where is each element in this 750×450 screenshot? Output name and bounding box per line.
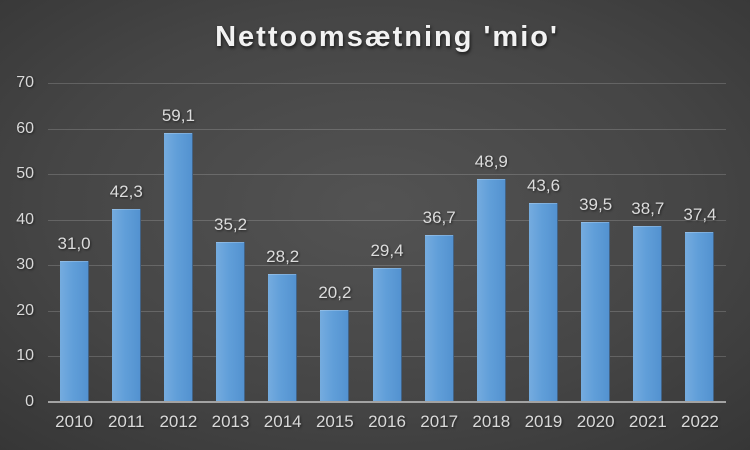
bar-series: 31,0 42,3 59,1 35,2 28,2 20,2 29,4 36,7 48,9 43,6… (48, 83, 726, 402)
bar-cell: 36,7 (413, 83, 465, 402)
bar (268, 273, 298, 402)
y-tick-label: 40 (16, 210, 34, 228)
x-axis: 2010 2011 2012 2013 2014 2015 2016 2017 2018 2019… (48, 412, 726, 432)
bar-value-label: 29,4 (370, 241, 404, 261)
bar-value-label: 35,2 (214, 214, 248, 234)
x-tick-label: 2011 (107, 412, 145, 431)
bar-value-label: 37,4 (683, 204, 717, 224)
bar-cell: 48,9 (465, 83, 517, 402)
bar (528, 203, 558, 402)
y-tick-label: 0 (25, 393, 34, 410)
bar-value-label: 43,6 (526, 176, 561, 196)
bar-value-label: 31,0 (57, 233, 91, 253)
bar (581, 222, 611, 402)
bar (111, 209, 141, 402)
y-tick-label: 30 (16, 256, 34, 274)
bar-cell: 37,4 (674, 83, 726, 402)
bar-value-label: 36,7 (422, 207, 456, 227)
x-tick-label: 2017 (420, 412, 459, 431)
x-tick-label: 2019 (524, 412, 563, 431)
bar (163, 132, 193, 402)
bar (372, 268, 402, 402)
bar (633, 225, 663, 402)
x-tick-label: 2020 (576, 412, 615, 431)
chart-title: Nettoomsætning 'mio' (215, 21, 559, 53)
bar (216, 241, 246, 402)
bar (685, 231, 715, 402)
bar-value-label: 48,9 (474, 152, 508, 172)
bar-cell: 39,5 (570, 83, 622, 402)
bar (476, 179, 506, 402)
gridline (48, 83, 726, 84)
x-axis-line (48, 401, 726, 403)
x-tick-label: 2010 (55, 412, 93, 431)
y-tick-label: 70 (16, 74, 34, 91)
bar-cell: 31,0 (48, 83, 100, 402)
y-tick-label: 50 (16, 165, 34, 183)
y-tick-label: 10 (16, 347, 34, 365)
y-tick-label: 20 (16, 301, 34, 319)
bar-value-label: 28,2 (266, 246, 300, 266)
gridline (48, 128, 726, 130)
x-tick-label: 2014 (263, 412, 302, 431)
bar (424, 234, 454, 402)
bar-cell: 29,4 (361, 83, 413, 402)
bar-cell: 38,7 (622, 83, 674, 402)
bar-cell: 43,6 (517, 83, 569, 402)
plot-area: 31,0 42,3 59,1 35,2 28,2 20,2 29,4 36,7 48,9 43,6… (48, 83, 726, 403)
bar (59, 260, 89, 402)
bar-cell: 35,2 (204, 83, 256, 402)
x-tick-label: 2015 (315, 412, 354, 431)
gridline (48, 174, 726, 176)
bar-value-label: 59,1 (161, 105, 195, 125)
bar-cell: 20,2 (309, 83, 361, 402)
bar-value-label: 42,3 (109, 182, 143, 202)
bar-value-label: 38,7 (631, 198, 665, 218)
x-tick-label: 2021 (628, 412, 667, 431)
gridline (48, 219, 726, 221)
bar-cell: 28,2 (257, 83, 309, 402)
y-tick-label: 60 (16, 119, 34, 137)
x-tick-label: 2013 (211, 412, 250, 431)
bar-cell: 42,3 (100, 83, 152, 402)
bar-cell: 59,1 (152, 83, 204, 402)
x-tick-label: 2018 (472, 412, 511, 431)
bar-value-label: 20,2 (318, 282, 352, 302)
bar-value-label: 39,5 (579, 195, 613, 214)
x-tick-label: 2012 (159, 412, 198, 431)
gridline (48, 265, 726, 267)
bar (320, 309, 350, 402)
x-tick-label: 2022 (681, 412, 719, 431)
x-tick-label: 2016 (368, 412, 406, 431)
y-axis: 70 60 50 40 30 20 10 0 (0, 74, 38, 410)
